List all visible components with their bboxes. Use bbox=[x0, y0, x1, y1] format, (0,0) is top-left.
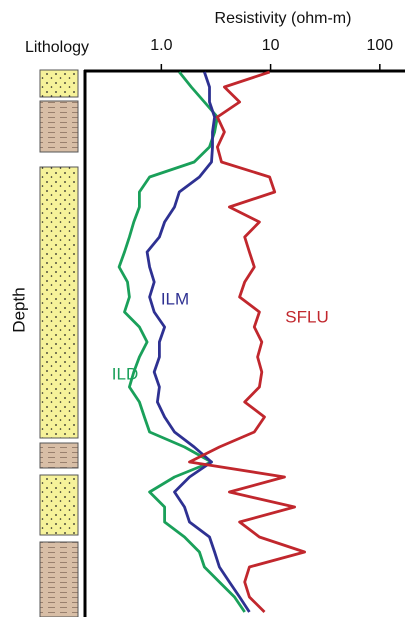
shale-bed bbox=[40, 101, 78, 152]
lithology-column bbox=[40, 70, 78, 617]
sand-bed bbox=[40, 70, 78, 97]
curve-label: ILM bbox=[161, 289, 189, 308]
log-curve bbox=[147, 72, 249, 612]
shale-bed bbox=[40, 542, 78, 617]
shale-bed bbox=[40, 443, 78, 468]
x-tick-label: 100 bbox=[366, 37, 393, 54]
curve-label: ILD bbox=[112, 364, 138, 383]
x-tick-label: 10 bbox=[262, 37, 280, 54]
y-axis-label: Depth bbox=[9, 287, 28, 332]
log-curve bbox=[190, 72, 305, 612]
curve-label: SFLU bbox=[285, 307, 328, 326]
sand-bed bbox=[40, 475, 78, 535]
lithology-label: Lithology bbox=[25, 39, 89, 56]
x-tick-label: 1.0 bbox=[150, 37, 172, 54]
axis-title: Resistivity (ohm-m) bbox=[215, 10, 352, 27]
sand-bed bbox=[40, 167, 78, 438]
log-curve bbox=[119, 72, 245, 612]
well-log-chart: Lithology Resistivity (ohm-m) Depth 1.0 1… bbox=[0, 0, 409, 617]
